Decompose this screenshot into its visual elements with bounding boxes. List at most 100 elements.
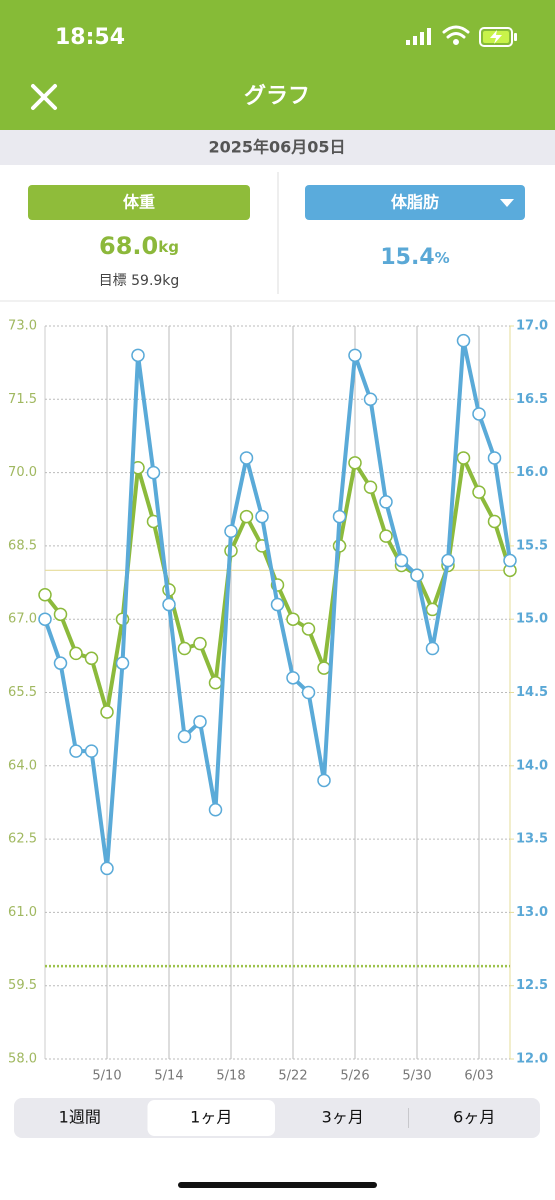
status-time: 18:54	[55, 25, 125, 50]
y-tick-label: 62.5	[8, 832, 37, 847]
data-point	[270, 597, 285, 612]
tab-selected	[147, 1100, 275, 1136]
y2-tick-label: 15.0	[516, 612, 548, 627]
data-point	[177, 729, 192, 744]
y2-tick-label: 12.5	[516, 978, 548, 993]
y2-tick-label: 17.0	[516, 319, 548, 334]
battery-icon	[479, 27, 517, 47]
data-point	[193, 636, 207, 651]
data-point	[146, 465, 161, 480]
data-point	[84, 651, 99, 666]
wifi-icon	[442, 25, 470, 45]
weight-goal: 目標 59.9kg	[99, 273, 180, 289]
data-point	[286, 612, 300, 626]
data-point	[53, 656, 68, 670]
y-tick-label: 65.5	[8, 685, 37, 700]
home-indicator	[178, 1182, 377, 1188]
data-point	[177, 641, 192, 656]
weight-button[interactable]	[28, 185, 250, 220]
data-point	[38, 588, 52, 602]
data-point	[487, 451, 502, 465]
x-tick-label: 5/26	[340, 1069, 369, 1084]
data-point	[332, 509, 347, 524]
data-point	[301, 685, 316, 700]
x-tick-label: 5/10	[92, 1069, 121, 1084]
dropdown-arrow	[500, 199, 514, 207]
data-point	[348, 348, 362, 363]
data-point	[162, 597, 176, 612]
tab-label[interactable]: 1ヶ月	[190, 1108, 232, 1127]
y-tick-label: 67.0	[8, 612, 37, 627]
data-point	[394, 553, 409, 568]
date: 2025年06月05日	[208, 138, 345, 157]
fat-number: 15.4	[380, 245, 434, 270]
data-point	[224, 524, 238, 538]
date-bar	[0, 130, 555, 165]
data-point	[348, 456, 362, 470]
data-point	[38, 612, 52, 626]
fat-value: 15.4%	[380, 245, 449, 270]
data-point	[286, 671, 300, 685]
y-tick-label: 58.0	[8, 1052, 37, 1067]
y-tick-label: 61.0	[8, 905, 37, 920]
data-point	[379, 495, 393, 509]
data-point	[69, 646, 83, 661]
data-point	[363, 392, 378, 407]
x-tick-label: 6/03	[464, 1069, 493, 1084]
y-tick-label: 64.0	[8, 758, 37, 773]
data-point	[115, 656, 130, 670]
header-title: グラフ	[244, 83, 310, 109]
data-point	[100, 705, 114, 719]
data-point	[472, 407, 486, 421]
signal-icon	[406, 28, 431, 45]
y-tick-label: 68.5	[8, 538, 37, 553]
y2-tick-label: 13.0	[516, 905, 548, 920]
data-point	[441, 553, 455, 568]
fat-button-label: 体脂肪	[391, 193, 439, 212]
tab-label[interactable]: 1週間	[59, 1108, 101, 1127]
x-tick-label: 5/22	[278, 1069, 307, 1084]
weight-button-label: 体重	[123, 193, 155, 212]
x-tick-label: 5/30	[402, 1069, 431, 1084]
y2-tick-label: 13.5	[516, 832, 548, 847]
weight-value: 68.0kg	[99, 232, 179, 260]
data-point	[208, 803, 223, 817]
y2-tick-label: 15.5	[516, 538, 548, 553]
data-point	[425, 641, 440, 656]
data-point	[255, 509, 269, 524]
data-point	[456, 451, 471, 465]
plot: 58.0 59.5 61.0 62.5 64.0 65.5 67.0 68.5 70.0 71.5…	[8, 319, 548, 1084]
y-tick-label: 59.5	[8, 978, 37, 993]
y2-tick-label: 16.5	[516, 392, 548, 407]
data-point	[131, 348, 145, 363]
data-point	[84, 744, 99, 758]
data-point	[487, 514, 502, 529]
y-tick-label: 73.0	[8, 319, 37, 334]
data-point	[100, 861, 114, 876]
y-tick-label: 70.0	[8, 465, 37, 480]
y2-tick-label: 12.0	[516, 1052, 548, 1067]
close-button[interactable]	[31, 84, 57, 110]
weight-number: 68.0	[99, 232, 158, 260]
fat-button[interactable]	[305, 185, 525, 220]
fat-unit: %	[435, 249, 450, 267]
data-point	[208, 675, 223, 690]
data-point	[53, 607, 68, 622]
data-point	[379, 529, 393, 543]
data-point	[317, 773, 331, 788]
tab-label[interactable]: 3ヶ月	[322, 1108, 364, 1127]
y2-tick-label: 16.0	[516, 465, 548, 480]
data-point	[503, 553, 517, 568]
header-bg	[0, 0, 555, 130]
data-point	[193, 715, 207, 729]
tab-label[interactable]: 6ヶ月	[453, 1108, 495, 1127]
data-point	[301, 622, 316, 636]
x-tick-label: 5/18	[216, 1069, 245, 1084]
data-point	[456, 333, 471, 348]
data-point	[410, 568, 424, 582]
y2-tick-label: 14.0	[516, 758, 548, 773]
weight-unit: kg	[158, 238, 179, 256]
data-point	[239, 451, 254, 465]
data-point	[363, 480, 378, 495]
